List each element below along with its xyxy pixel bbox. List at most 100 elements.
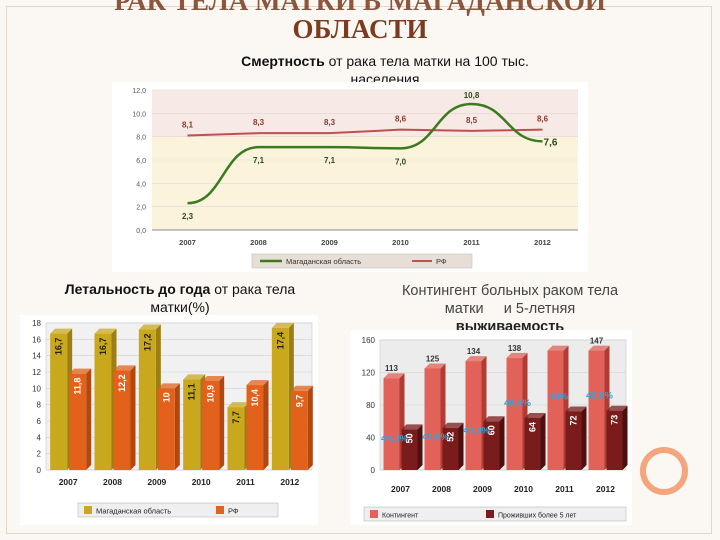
chart3-ytick-label: 120 xyxy=(362,369,376,378)
chart3-bar-top xyxy=(606,405,628,411)
chart2-bar-side xyxy=(307,385,313,470)
chart1-series-line-rf xyxy=(187,128,543,137)
chart2-xtick-label: 2009 xyxy=(147,477,166,487)
chart1-data-label-region: 7,1 xyxy=(324,156,336,165)
chart1-legend-label-region: Магаданская область xyxy=(286,257,361,266)
chart3-bar-top xyxy=(383,373,405,379)
chart3-bar-side xyxy=(499,416,505,470)
chart3-bar-survived xyxy=(524,418,541,470)
chart3-bar-side xyxy=(540,413,546,470)
chart3-data-label-survived: 73 xyxy=(610,415,620,425)
chart3-bar-survived xyxy=(442,427,459,470)
chart2-data-label-rf: 12,2 xyxy=(117,374,127,392)
chart3-bar-survived xyxy=(401,429,418,470)
chart2-bar-top xyxy=(202,375,225,381)
chart1-ytick-label: 12,0 xyxy=(132,88,146,95)
chart3-bar-contingent xyxy=(588,350,605,470)
lethality-bar-chart: 0 2 4 6 8 10 12 14 16 18 16,7 11,8 2007 16,7 12,2 2008 1… xyxy=(20,315,318,525)
chart3-bar-side xyxy=(622,405,628,470)
chart1-ytick-label: 4,0 xyxy=(136,181,146,188)
chart3-data-label-contingent: 138 xyxy=(508,344,522,353)
chart1-xtick-label: 2012 xyxy=(534,238,551,247)
chart3-legend-swatch-survived xyxy=(486,510,494,518)
chart1-legend-label-rf: РФ xyxy=(436,257,447,266)
chart3-xtick-label: 2008 xyxy=(432,484,451,494)
chart1-data-label-rf: 8,3 xyxy=(253,118,265,127)
chart2-bar-top xyxy=(246,380,269,386)
chart3-bar-top xyxy=(506,352,528,358)
chart2-ytick-label: 18 xyxy=(32,319,41,328)
chart2-ytick-label: 16 xyxy=(32,335,41,344)
chart2-data-label-rf: 11,8 xyxy=(73,378,83,395)
chart2-bar-top xyxy=(69,368,92,374)
slide-frame xyxy=(6,6,712,534)
chart3-bar-top xyxy=(524,413,546,418)
chart3-percent-label: 46,4% xyxy=(504,398,531,409)
caption-contingent-line2b: и 5-летняя xyxy=(503,301,576,317)
chart2-ytick-label: 4 xyxy=(37,433,42,442)
chart3-bar-survived xyxy=(606,410,623,470)
chart3-bar-side xyxy=(417,424,423,470)
chart2-xtick-label: 2010 xyxy=(192,477,211,487)
chart3-data-label-survived: 52 xyxy=(446,432,456,442)
chart1-xtick-label: 2009 xyxy=(321,238,338,247)
chart3-percent-label: 41,6% xyxy=(422,432,449,443)
chart3-xtick-label: 2009 xyxy=(473,484,492,494)
chart3-legend-swatch-contingent xyxy=(370,510,378,518)
chart3-bar-contingent xyxy=(465,361,482,470)
chart3-data-label-contingent: 125 xyxy=(426,354,440,363)
chart1-data-label-region: 7,1 xyxy=(253,156,265,165)
chart3-data-label-contingent: 147 xyxy=(590,337,604,346)
chart2-bar-rf xyxy=(246,385,264,470)
chart2-ytick-label: 10 xyxy=(32,384,41,393)
chart2-ytick-label: 14 xyxy=(32,352,41,361)
chart3-percent-label: 48,6% xyxy=(586,391,613,402)
chart2-data-label-region: 17,4 xyxy=(275,332,285,350)
chart3-bar-contingent xyxy=(506,357,523,470)
caption-contingent-line1: Контингент больных раком тела xyxy=(401,283,619,299)
chart3-legend-box xyxy=(363,506,627,522)
chart1-data-label-region: 10,8 xyxy=(464,91,480,100)
chart3-bar-survived xyxy=(483,421,500,470)
chart3-legend-label-survived: Проживших более 5 лет xyxy=(498,512,577,520)
chart2-bar-rf xyxy=(202,380,220,470)
chart2-data-label-rf: 9,7 xyxy=(294,395,304,408)
chart3-ytick-label: 80 xyxy=(366,401,375,410)
chart2-xtick-label: 2007 xyxy=(59,477,78,487)
chart3-data-label-contingent: 134 xyxy=(467,347,481,356)
chart2-data-label-rf: 10 xyxy=(161,392,171,402)
chart2-legend-label-region: Магаданская область xyxy=(96,507,171,516)
chart3-bar-contingent xyxy=(383,378,400,470)
chart1-data-label-rf: 8,6 xyxy=(395,115,407,124)
chart2-bar-side xyxy=(219,375,225,470)
chart2-bar-top xyxy=(271,322,294,328)
caption-contingent-line2a: матки xyxy=(444,301,484,317)
chart2-ytick-label: 12 xyxy=(32,368,41,377)
chart3-bar-contingent xyxy=(547,350,564,470)
chart1-data-label-rf: 8,6 xyxy=(537,115,549,124)
slide-title-line2: ОБЛАСТИ xyxy=(292,14,428,44)
chart2-legend-label-rf: РФ xyxy=(228,507,239,516)
chart3-ytick-label: 0 xyxy=(371,466,376,475)
chart2-bar-rf xyxy=(69,373,87,470)
chart1-data-label-rf: 8,3 xyxy=(324,118,336,127)
chart2-bar-region xyxy=(138,329,156,470)
chart2-bar-top xyxy=(157,383,180,389)
chart1-xtick-label: 2011 xyxy=(463,238,479,247)
caption-lethality-bold: Летальность до года xyxy=(64,281,211,297)
chart3-bar-top xyxy=(465,356,487,362)
chart1-ytick-label: 10,0 xyxy=(132,111,146,118)
caption-mortality: Смертность от рака тела матки на 100 тыс… xyxy=(190,52,580,88)
chart3-ytick-label: 40 xyxy=(366,434,375,443)
chart2-bar-region xyxy=(271,327,289,470)
chart3-bar-contingent xyxy=(424,368,441,470)
chart1-data-label-rf: 8,1 xyxy=(182,121,194,130)
chart2-bar-top xyxy=(113,365,136,371)
chart3-bar-top xyxy=(442,422,464,428)
chart3-bar-top xyxy=(401,424,423,430)
chart3-xtick-label: 2010 xyxy=(514,484,533,494)
chart2-bar-top xyxy=(227,402,250,408)
chart1-xtick-label: 2007 xyxy=(179,238,196,247)
chart3-bar-top xyxy=(483,416,505,422)
